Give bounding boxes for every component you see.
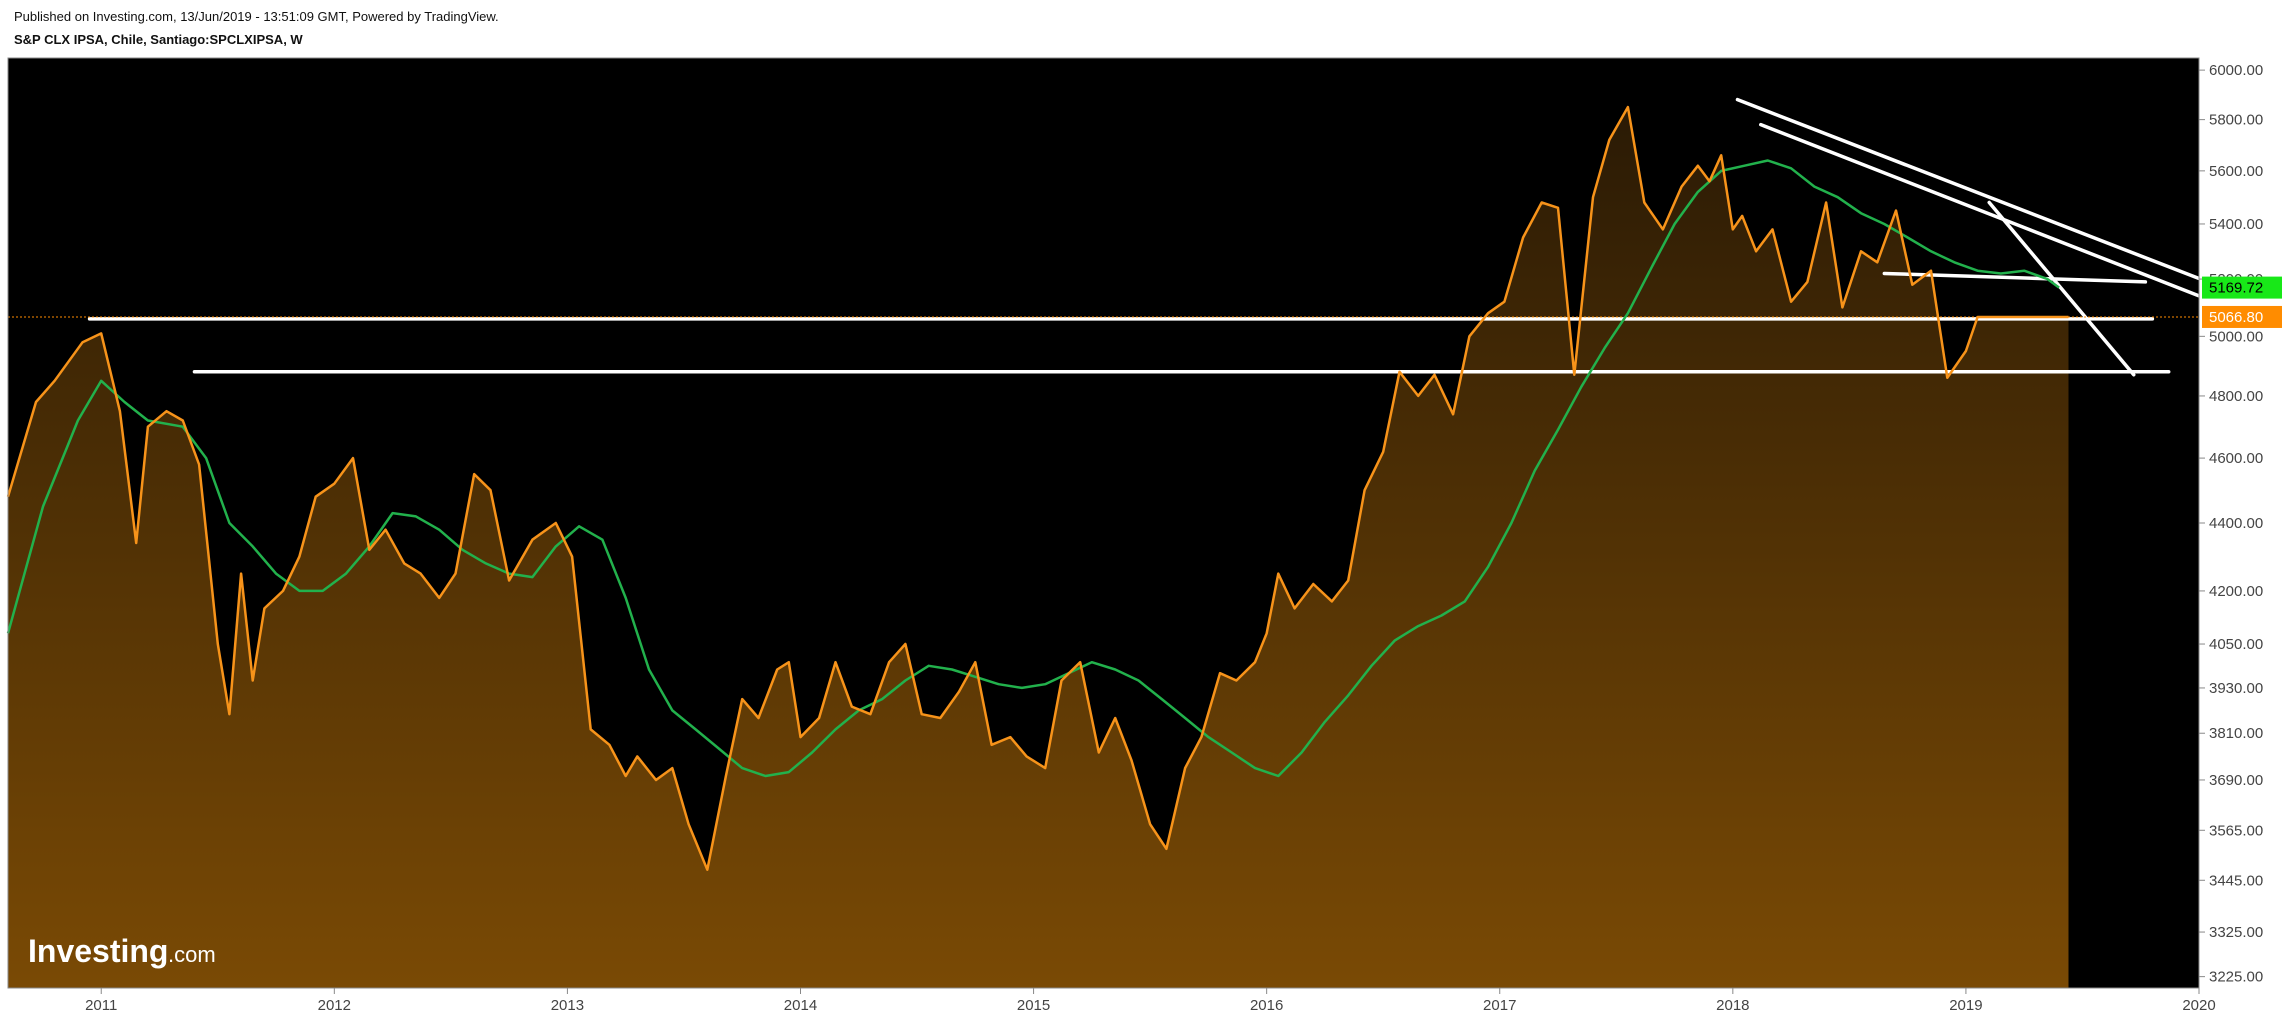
price-area-fill: [8, 107, 2069, 989]
y-tick-label: 4600.00: [2209, 450, 2263, 467]
x-tick-label: 2016: [1250, 997, 1283, 1014]
y-tick-label: 3565.00: [2209, 822, 2263, 839]
y-tick-label: 6000.00: [2209, 62, 2263, 79]
price-tags: 5169.72 5066.80: [2202, 276, 2282, 328]
y-tick-label: 3325.00: [2209, 924, 2263, 941]
x-tick-label: 2012: [318, 997, 351, 1014]
trend-line-6[interactable]: [1882, 271, 2148, 284]
moving-average-line: [6, 159, 2060, 778]
x-tick-label: 2019: [1949, 997, 1982, 1014]
x-axis: 2011 2012 2013 2014 2015 2016 2017 2018 2019 2020…: [85, 988, 2216, 1014]
trend-line-3[interactable]: [1735, 97, 2276, 310]
y-tick-label: 3445.00: [2209, 872, 2263, 889]
logo-suffix: .com: [168, 942, 216, 967]
price-area: [8, 107, 2069, 989]
chart-header: Published on Investing.com, 13/Jun/2019 …: [14, 8, 499, 48]
publish-info: Published on Investing.com, 13/Jun/2019 …: [14, 9, 499, 24]
y-axis: 6000.005800.005600.005400.005200.005000.…: [2199, 62, 2263, 986]
y-tick-label: 3690.00: [2209, 772, 2263, 789]
y-axis-panel: [2199, 58, 2287, 988]
ma-value-tag-bg: [2202, 276, 2282, 299]
x-tick-label: 2013: [551, 997, 584, 1014]
y-tick-label: 3810.00: [2209, 725, 2263, 742]
y-tick-label: 4050.00: [2209, 636, 2263, 653]
x-tick-label: 2015: [1017, 997, 1050, 1014]
ma-value-tag: 5169.72: [2209, 280, 2263, 297]
x-tick-label: 2018: [1716, 997, 1749, 1014]
y-tick-label: 5400.00: [2209, 216, 2263, 233]
y-tick-label: 4400.00: [2209, 515, 2263, 532]
moving-average: [6, 159, 2060, 778]
y-tick-label: 5800.00: [2209, 112, 2263, 129]
logo-main: Investing: [28, 933, 168, 969]
y-tick-label: 5000.00: [2209, 328, 2263, 345]
x-tick-label: 2011: [85, 997, 117, 1014]
x-tick-label: 2017: [1483, 997, 1516, 1014]
price-series: [6, 105, 2069, 871]
last-price-tag: 5066.80: [2209, 309, 2263, 326]
y-tick-label: 4200.00: [2209, 583, 2263, 600]
x-tick-label: 2014: [784, 997, 817, 1014]
y-tick-label: 4800.00: [2209, 388, 2263, 405]
trend-line-5[interactable]: [1987, 200, 2136, 377]
y-tick-label: 3225.00: [2209, 969, 2263, 986]
investing-logo: Investing .com: [28, 933, 216, 969]
y-tick-label: 3930.00: [2209, 680, 2263, 697]
price-line: [6, 105, 2069, 871]
y-tick-label: 5600.00: [2209, 163, 2263, 180]
last-price-tag-bg: [2202, 305, 2282, 328]
x-tick-label: 2020: [2182, 997, 2215, 1014]
symbol-title: S&P CLX IPSA, Chile, Santiago:SPCLXIPSA,…: [14, 32, 303, 47]
